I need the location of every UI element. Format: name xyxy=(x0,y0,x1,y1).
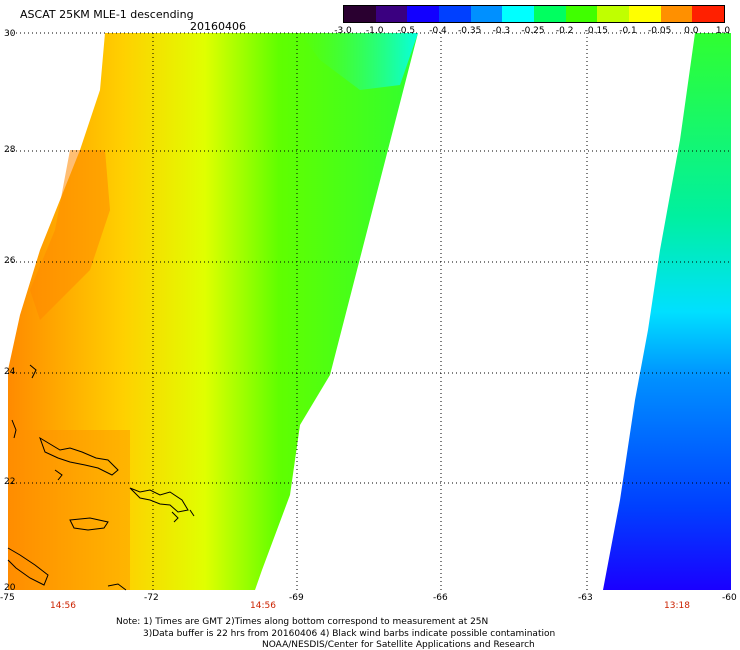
color-scale-label-0: -3.0 xyxy=(334,26,352,36)
lon-label-60: -60 xyxy=(722,593,737,603)
color-scale-label-8: -0.15 xyxy=(584,26,608,36)
lat-label-30: 30 xyxy=(4,29,16,39)
color-scale-label-9: -0.1 xyxy=(619,26,637,36)
west-swath-cyan-patch xyxy=(300,33,418,90)
color-swatch-4 xyxy=(470,6,503,22)
color-swatch-6 xyxy=(534,6,566,22)
color-swatch-8 xyxy=(597,6,630,22)
lat-label-28: 28 xyxy=(4,145,16,155)
color-scale-label-11: 0.0 xyxy=(684,26,699,36)
color-swatch-11 xyxy=(692,6,725,22)
time-label-east: 13:18 xyxy=(664,601,690,611)
color-scale-label-2: -0.5 xyxy=(397,26,416,36)
color-swatch-2 xyxy=(407,6,440,22)
color-scale-label-12: 1.0 xyxy=(715,26,731,36)
lat-label-24: 24 xyxy=(4,367,16,377)
color-swatch-0 xyxy=(344,6,376,22)
lon-label-75: -75 xyxy=(0,593,15,603)
color-scale-label-3: -0.4 xyxy=(429,26,447,36)
color-scale-label-10: -0.05 xyxy=(648,26,672,36)
color-scale-label-7: -0.2 xyxy=(555,26,574,36)
west-swath-orange-band xyxy=(10,430,130,590)
lon-label-66: -66 xyxy=(433,593,448,603)
map-title: ASCAT 25KM MLE-1 descending xyxy=(20,8,194,21)
time-label-west-2: 14:56 xyxy=(250,601,276,611)
west-swath-orange-upper xyxy=(30,150,110,320)
time-label-west-1: 14:56 xyxy=(50,601,76,611)
west-swath xyxy=(8,33,418,590)
longitude-grid xyxy=(152,33,588,590)
east-swath xyxy=(603,33,731,590)
note-line-1: Note: 1) Times are GMT 2)Times along bot… xyxy=(116,617,489,627)
color-scale-label-1: -1.0 xyxy=(365,26,384,36)
color-swatch-3 xyxy=(439,6,471,22)
color-scale-labels: -3.0 -1.0 -0.5 -0.4 -0.35 -0.3 -0.25 -0.2 -0.15 -… xyxy=(330,26,740,38)
color-scale-bar xyxy=(343,5,725,23)
lat-label-22: 22 xyxy=(4,477,15,487)
color-scale-label-4: -0.35 xyxy=(458,26,482,36)
color-scale-label-6: -0.25 xyxy=(521,26,545,36)
note-line-2: 3)Data buffer is 22 hrs from 20160406 4)… xyxy=(143,629,556,639)
note-line-3: NOAA/NESDIS/Center for Satellite Applica… xyxy=(262,640,535,650)
map-date: 20160406 xyxy=(190,20,246,33)
lat-label-20: 20 xyxy=(4,583,16,593)
color-swatch-10 xyxy=(660,6,693,22)
color-swatch-7 xyxy=(565,6,598,22)
color-swatch-5 xyxy=(502,6,535,22)
color-swatch-9 xyxy=(629,6,661,22)
lon-label-69: -69 xyxy=(289,593,304,603)
lon-label-63: -63 xyxy=(578,593,593,603)
lon-label-72: -72 xyxy=(144,593,159,603)
latitude-grid xyxy=(8,32,731,484)
color-scale-label-5: -0.3 xyxy=(492,26,511,36)
lat-label-26: 26 xyxy=(4,256,16,266)
color-swatch-1 xyxy=(375,6,408,22)
coastlines xyxy=(7,364,195,591)
